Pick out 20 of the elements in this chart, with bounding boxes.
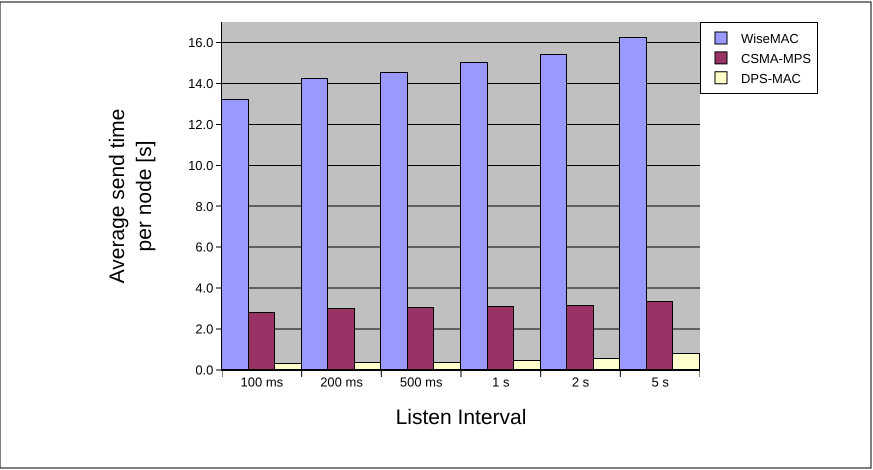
x-tick-label: 5 s — [652, 374, 670, 390]
x-tick-label: 1 s — [492, 374, 510, 390]
legend-label: CSMA-MPS — [741, 50, 812, 66]
y-tick-label: 4.0 — [195, 280, 214, 296]
x-tick-label: 100 ms — [240, 374, 284, 390]
y-tick-label: 10.0 — [188, 158, 214, 173]
legend-label: DPS-MAC — [741, 70, 801, 86]
y-tick-label: 14.0 — [188, 76, 214, 91]
legend-label: WiseMAC — [741, 31, 799, 46]
x-axis-title: Listen Interval — [396, 406, 526, 429]
x-tick-label: 200 ms — [320, 374, 364, 390]
y-tick-label: 2.0 — [195, 322, 214, 337]
y-tick-label: 16.0 — [188, 35, 214, 50]
x-tick-label: 500 ms — [400, 374, 443, 390]
y-tick-label: 6.0 — [195, 240, 214, 255]
y-tick-label: 8.0 — [195, 198, 214, 214]
x-tick-label: 2 s — [572, 374, 590, 390]
y-axis-title: Average send time per node [s] — [106, 108, 156, 284]
y-tick-label: 0.0 — [195, 362, 214, 378]
y-tick-label: 12.0 — [188, 116, 214, 132]
